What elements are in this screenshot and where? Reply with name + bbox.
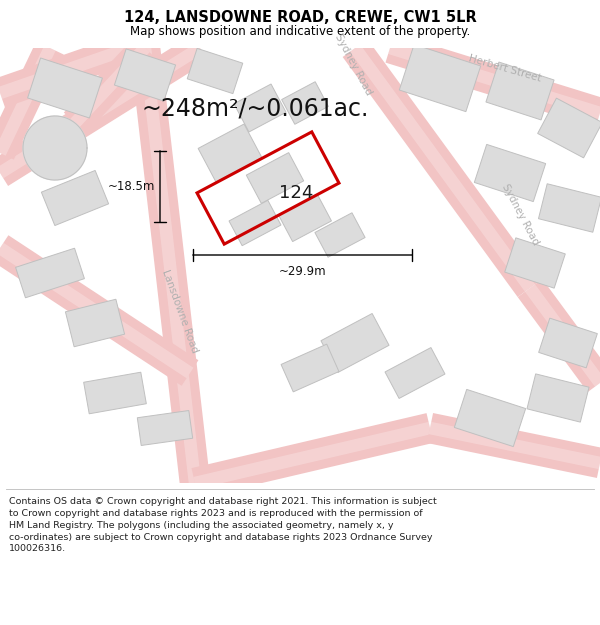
Text: Sydney Road: Sydney Road	[500, 182, 541, 248]
Text: 124, LANSDOWNE ROAD, CREWE, CW1 5LR: 124, LANSDOWNE ROAD, CREWE, CW1 5LR	[124, 9, 476, 24]
Polygon shape	[28, 58, 103, 118]
Polygon shape	[23, 116, 87, 180]
Text: Herbert Street: Herbert Street	[467, 53, 542, 83]
Polygon shape	[41, 171, 109, 226]
Polygon shape	[315, 213, 365, 258]
Polygon shape	[538, 98, 600, 158]
Polygon shape	[505, 238, 565, 288]
Polygon shape	[527, 374, 589, 422]
Text: ~248m²/~0.061ac.: ~248m²/~0.061ac.	[142, 96, 368, 120]
Polygon shape	[16, 248, 85, 298]
Text: ~29.9m: ~29.9m	[278, 265, 326, 278]
Text: ~18.5m: ~18.5m	[107, 180, 155, 193]
Polygon shape	[234, 84, 286, 132]
Polygon shape	[539, 318, 598, 368]
Polygon shape	[385, 348, 445, 399]
Polygon shape	[246, 152, 304, 203]
Polygon shape	[475, 144, 545, 202]
Polygon shape	[538, 184, 600, 232]
Polygon shape	[486, 62, 554, 120]
Polygon shape	[454, 389, 526, 447]
Polygon shape	[229, 200, 281, 246]
Polygon shape	[187, 48, 243, 94]
Text: Map shows position and indicative extent of the property.: Map shows position and indicative extent…	[130, 26, 470, 38]
Polygon shape	[137, 411, 193, 446]
Polygon shape	[83, 372, 146, 414]
Polygon shape	[321, 314, 389, 372]
Text: Lansdowne Road: Lansdowne Road	[160, 268, 200, 354]
Polygon shape	[65, 299, 125, 347]
Text: 124: 124	[279, 184, 313, 202]
Polygon shape	[399, 44, 481, 112]
Text: Sydney Road: Sydney Road	[332, 32, 373, 98]
Polygon shape	[198, 124, 262, 182]
Polygon shape	[115, 49, 176, 101]
Text: Contains OS data © Crown copyright and database right 2021. This information is : Contains OS data © Crown copyright and d…	[9, 498, 437, 553]
Polygon shape	[281, 344, 339, 392]
Polygon shape	[281, 82, 328, 124]
Polygon shape	[278, 194, 331, 242]
